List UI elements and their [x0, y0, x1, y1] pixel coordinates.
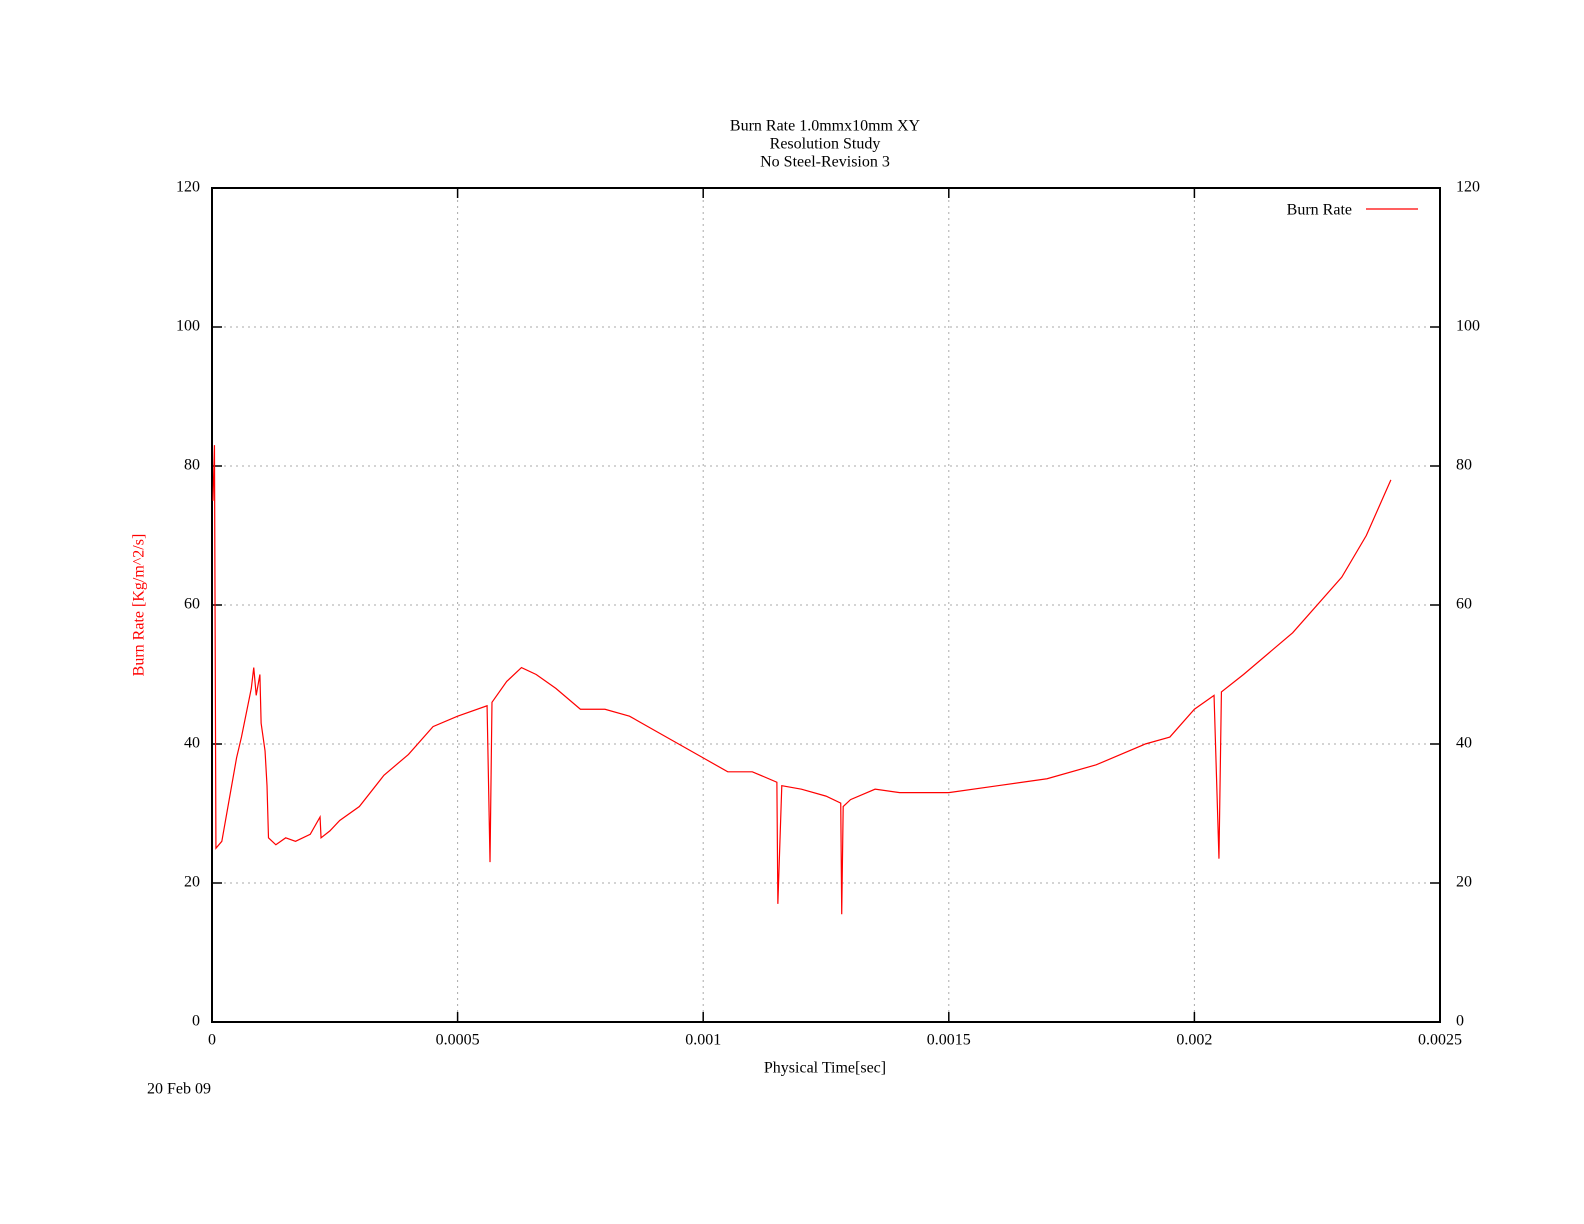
chart-subtitle: No Steel-Revision 3 [760, 154, 890, 171]
y-tick-label: 120 [176, 179, 200, 196]
y-tick-label: 100 [176, 318, 200, 335]
y2-tick-label: 80 [1456, 457, 1472, 474]
chart-subtitle: Resolution Study [770, 136, 881, 153]
plot-frame [211, 187, 1441, 1023]
y-tick-label: 20 [184, 874, 200, 891]
x-tick-label: 0.0005 [436, 1032, 480, 1049]
y2-tick-label: 120 [1456, 179, 1480, 196]
x-tick-label: 0.001 [685, 1032, 721, 1049]
y-tick-label: 60 [184, 596, 200, 613]
legend-label: Burn Rate [1287, 202, 1352, 219]
y2-tick-label: 40 [1456, 735, 1472, 752]
x-tick-label: 0.0015 [927, 1032, 971, 1049]
y2-tick-label: 20 [1456, 874, 1472, 891]
y-tick-label: 0 [192, 1013, 200, 1030]
data-line [212, 445, 1392, 915]
y2-tick-label: 100 [1456, 318, 1480, 335]
x-axis-label: Physical Time[sec] [764, 1060, 886, 1077]
y-tick-label: 40 [184, 735, 200, 752]
x-tick-label: 0.0025 [1418, 1032, 1462, 1049]
date-label: 20 Feb 09 [147, 1081, 211, 1098]
x-tick-label: 0 [208, 1032, 216, 1049]
y-axis-label: Burn Rate [Kg/m^2/s] [131, 534, 148, 677]
x-tick-label: 0.002 [1176, 1032, 1212, 1049]
y2-tick-label: 60 [1456, 596, 1472, 613]
y2-tick-label: 0 [1456, 1013, 1464, 1030]
y-tick-label: 80 [184, 457, 200, 474]
chart-title: Burn Rate 1.0mmx10mm XY [730, 118, 921, 135]
